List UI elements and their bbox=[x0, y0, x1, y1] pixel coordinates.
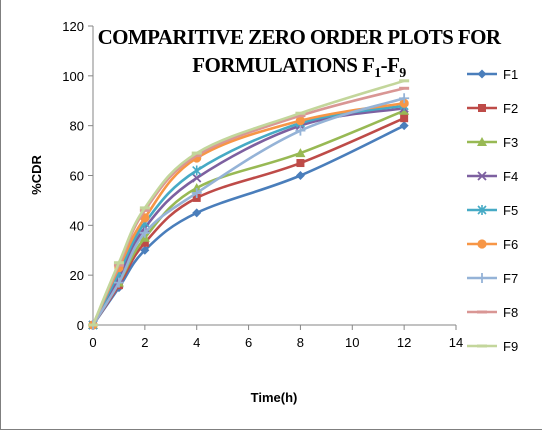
chart-title-line-2: FORMULATIONS F1-F9 bbox=[192, 53, 406, 81]
y-tick-label: 0 bbox=[77, 318, 84, 333]
legend-swatch-marker bbox=[477, 344, 487, 348]
y-tick-label: 120 bbox=[62, 19, 84, 34]
data-point-f9 bbox=[295, 111, 306, 115]
data-point-f7 bbox=[399, 93, 410, 104]
x-tick-label: 10 bbox=[345, 335, 359, 350]
legend-item-f7: F7 bbox=[467, 271, 518, 286]
legend-item-f9: F9 bbox=[467, 339, 518, 354]
y-tick-label: 20 bbox=[70, 268, 84, 283]
y-axis-title: %CDR bbox=[29, 155, 44, 195]
x-tick-label: 8 bbox=[297, 335, 304, 350]
legend-label: F2 bbox=[503, 101, 518, 116]
series-f9 bbox=[88, 79, 410, 327]
legend-swatch-marker bbox=[477, 69, 487, 79]
legend: F1 F2 F3 F4 F5 F6 F7 F8 F9 bbox=[467, 67, 518, 354]
data-point-f9 bbox=[139, 206, 150, 210]
x-tick-label: 2 bbox=[141, 335, 148, 350]
data-point-f3 bbox=[191, 182, 202, 192]
legend-item-f3: F3 bbox=[467, 135, 518, 150]
data-point-f7 bbox=[191, 187, 202, 198]
chart-title-subscript-1: 1 bbox=[374, 66, 381, 81]
data-point-f2 bbox=[400, 114, 409, 123]
series-line-f9 bbox=[91, 79, 405, 326]
data-point-f6 bbox=[295, 116, 306, 126]
legend-swatch-marker bbox=[477, 310, 487, 314]
legend-swatch-marker bbox=[477, 137, 487, 146]
legend-label: F4 bbox=[503, 169, 518, 184]
y-tick-label: 60 bbox=[70, 169, 84, 184]
series-line-f8 bbox=[91, 87, 405, 326]
series-f8 bbox=[88, 86, 410, 327]
legend-swatch-marker bbox=[477, 205, 487, 215]
x-tick-label: 6 bbox=[245, 335, 252, 350]
chart-title-subscript-2: 9 bbox=[399, 66, 406, 81]
legend-item-f6: F6 bbox=[467, 237, 518, 252]
data-point-f4 bbox=[192, 173, 202, 183]
data-point-f1 bbox=[140, 245, 150, 255]
legend-label: F5 bbox=[503, 203, 518, 218]
x-tick-label: 4 bbox=[193, 335, 200, 350]
legend-item-f4: F4 bbox=[467, 169, 518, 184]
legend-item-f5: F5 bbox=[467, 203, 518, 218]
data-point-f1 bbox=[399, 121, 409, 131]
legend-label: F6 bbox=[503, 237, 518, 252]
data-point-f2 bbox=[296, 159, 305, 168]
chart-title-line-1: COMPARITIVE ZERO ORDER PLOTS FOR bbox=[98, 25, 502, 49]
data-point-f8 bbox=[191, 154, 202, 158]
data-point-f9 bbox=[399, 79, 410, 83]
data-point-f9 bbox=[88, 323, 98, 327]
data-point-f3 bbox=[295, 148, 306, 158]
data-point-f7 bbox=[139, 227, 150, 238]
y-tick-label: 40 bbox=[70, 218, 84, 233]
data-point-f9 bbox=[113, 261, 124, 265]
data-point-f8 bbox=[295, 114, 306, 118]
legend-label: F3 bbox=[503, 135, 518, 150]
x-axis-title: Time(h) bbox=[251, 390, 298, 405]
data-point-f2 bbox=[140, 238, 149, 247]
legend-label: F8 bbox=[503, 305, 518, 320]
data-point-f7 bbox=[113, 277, 124, 288]
series-f7 bbox=[88, 93, 410, 330]
legend-label: F7 bbox=[503, 271, 518, 286]
data-point-f1 bbox=[192, 208, 202, 218]
series-f3 bbox=[88, 105, 410, 329]
series-lines bbox=[88, 79, 410, 330]
axes: 0 20 40 60 80 100 120 0 2 4 6 8 10 12 14 bbox=[62, 19, 463, 350]
legend-swatch-marker bbox=[477, 171, 487, 181]
legend-swatch-marker bbox=[477, 239, 487, 249]
legend-swatch-marker bbox=[477, 273, 487, 283]
legend-label: F1 bbox=[503, 67, 518, 82]
chart-title: COMPARITIVE ZERO ORDER PLOTS FOR FORMULA… bbox=[98, 25, 503, 81]
data-point-f7 bbox=[295, 125, 306, 136]
x-tick-label: 14 bbox=[449, 335, 463, 350]
y-tick-label: 80 bbox=[70, 119, 84, 134]
legend-label: F9 bbox=[503, 339, 518, 354]
data-point-f8 bbox=[399, 86, 410, 90]
data-point-f8 bbox=[139, 208, 150, 212]
legend-item-f2: F2 bbox=[467, 101, 518, 116]
chart-title-separator: -F bbox=[381, 53, 400, 77]
chart-title-line-2-main: FORMULATIONS F bbox=[192, 53, 374, 77]
data-point-f5 bbox=[192, 165, 202, 176]
data-point-f9 bbox=[191, 151, 202, 155]
legend-swatch-marker bbox=[478, 104, 486, 112]
x-tick-label: 12 bbox=[397, 335, 411, 350]
legend-item-f8: F8 bbox=[467, 305, 518, 320]
x-tick-label: 0 bbox=[89, 335, 96, 350]
y-tick-label: 100 bbox=[62, 69, 84, 84]
legend-item-f1: F1 bbox=[467, 67, 518, 82]
data-point-f1 bbox=[295, 171, 305, 180]
